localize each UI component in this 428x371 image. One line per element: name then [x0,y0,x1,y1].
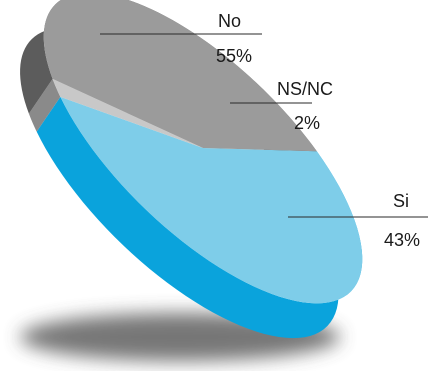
slice-nsnc [52,78,203,148]
slice-label-no: No [218,11,241,31]
slice-side-nsnc [28,78,61,132]
slice-value-no: 55% [216,46,252,66]
slice-no [60,96,363,304]
slice-value-nsnc: 2% [294,113,320,133]
slice-si [43,0,317,152]
leader-lines [100,33,428,218]
pie-slices [43,0,363,304]
slice-label-nsnc: NS/NC [277,79,333,99]
slice-side-no [36,96,363,339]
slice-value-si: 43% [384,230,420,250]
slice-label-si: Si [393,191,409,211]
